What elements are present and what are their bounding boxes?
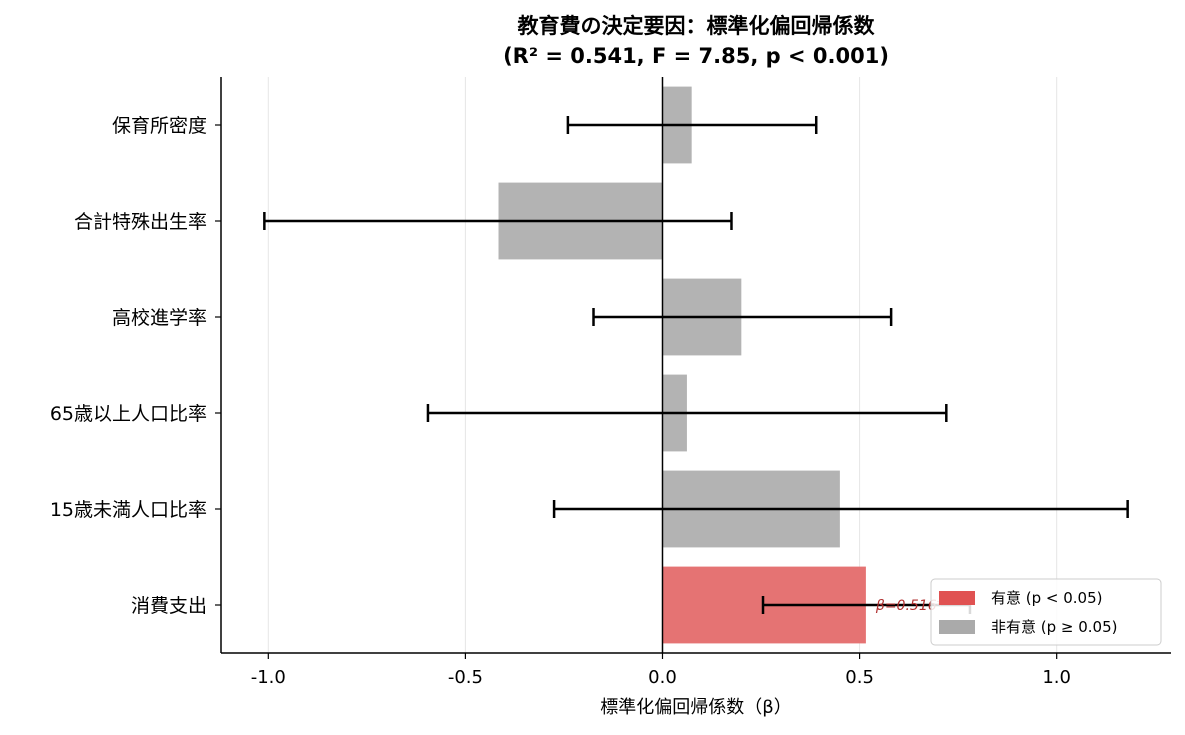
error-bars [263,116,1129,614]
chart-subtitle: (R² = 0.541, F = 7.85, p < 0.001) [503,44,889,68]
y-tick-label: 65歳以上人口比率 [50,403,207,425]
x-tick-label: -0.5 [448,667,483,688]
x-axis-title: 標準化偏回帰係数（β） [600,697,792,718]
bar-value-annotation: β=0.516* [875,598,944,614]
legend-label: 有意 (p < 0.05) [991,589,1103,607]
y-tick-label: 保育所密度 [112,115,207,137]
legend-label: 非有意 (p ≥ 0.05) [991,618,1118,636]
x-tick-label: -1.0 [251,667,286,688]
y-tick-label: 15歳未満人口比率 [50,499,207,521]
legend-swatch [939,620,975,634]
y-tick-label: 高校進学率 [112,307,207,329]
y-tick-label: 消費支出 [131,595,207,617]
legend: 有意 (p < 0.05) 非有意 (p ≥ 0.05) [930,578,1162,646]
bars [498,86,866,644]
x-tick-label: 0.0 [648,667,677,688]
legend-box [930,578,1162,646]
y-tick-label: 合計特殊出生率 [74,211,207,233]
x-tick-label: 1.0 [1042,667,1071,688]
x-tick-label: 0.5 [845,667,874,688]
chart-title: 教育費の決定要因：標準化偏回帰係数 [518,14,876,38]
legend-swatch [939,591,975,605]
annotations: β=0.516* [875,598,944,614]
